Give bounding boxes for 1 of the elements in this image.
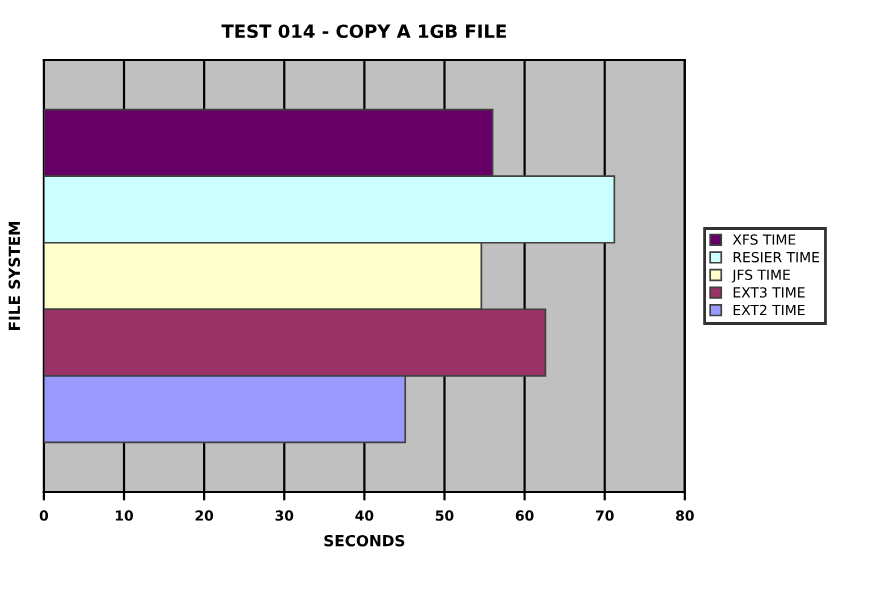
chart-title: TEST 014 - COPY A 1GB FILE (221, 24, 506, 39)
